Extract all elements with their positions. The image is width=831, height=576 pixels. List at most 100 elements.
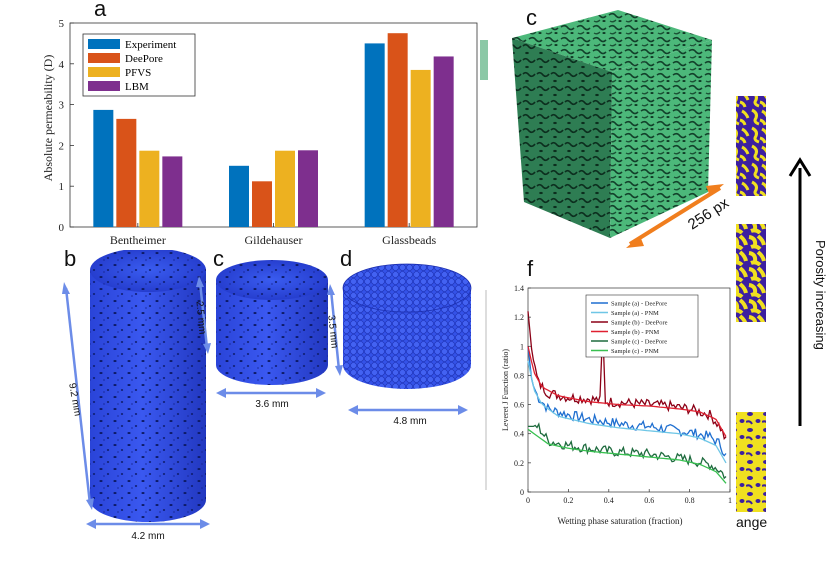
line-ytick-label: 0.2 [514, 459, 524, 468]
bar-experiment-glassbeads [364, 43, 385, 228]
bar-deepore-gildehauser [252, 181, 272, 227]
line-series-5 [527, 428, 727, 484]
bar-lbm-bentheimer [162, 156, 183, 227]
legend-label-experiment: Experiment [125, 39, 176, 51]
line-legend-label: Sample (b) - DeePore [611, 320, 668, 327]
arrowhead [348, 405, 358, 415]
dim-arrow-b-height [64, 287, 92, 505]
permeability-bar-chart: 0 1 2 3 4 5 Bentheimer Gildehauser Glassbeads A… [41, 18, 478, 247]
line-plot-frame [527, 287, 731, 493]
line-ytick-label: 1 [520, 342, 524, 351]
arrowhead [86, 519, 96, 529]
arrowhead [626, 236, 644, 248]
bar-experiment-bentheimer [93, 109, 114, 227]
legend-label-pfvs: PFVS [125, 67, 151, 79]
panel-label-a: a [94, 0, 107, 21]
line-xtick-label: 0 [526, 496, 530, 505]
bar-ylabel: Absolute permeability (D) [41, 55, 55, 182]
sample-c-cylinder [216, 260, 328, 385]
bar-ytick-label: 5 [59, 18, 65, 30]
line-xtick-label: 0.4 [604, 496, 614, 505]
arrowhead [327, 284, 335, 295]
bar-ytick-label: 0 [59, 222, 65, 234]
bar-deepore-bentheimer [116, 118, 137, 227]
porosity-slices [736, 96, 766, 512]
panel-label-d: d [340, 246, 353, 271]
sample-b-cylinder [90, 250, 206, 522]
bar-pfvs-gildehauser [275, 150, 295, 227]
sample-d-cylinder [342, 263, 472, 389]
arrowhead [316, 388, 326, 398]
line-ytick-label: 1.2 [514, 313, 524, 322]
slice-high-porosity [736, 412, 766, 512]
dim-arrow-c-height [198, 281, 209, 349]
line-xtick-label: 0.2 [563, 496, 573, 505]
line-legend-label: Sample (b) - PNM [611, 329, 659, 336]
line-ytick-label: 1.4 [514, 284, 524, 293]
line-legend-label: Sample (c) - PNM [611, 348, 659, 355]
bar-experiment-gildehauser [229, 165, 249, 227]
line-ytick-label: 0.4 [514, 430, 524, 439]
arrowhead [216, 388, 226, 398]
slice-mid-porosity [736, 224, 766, 322]
line-xtick-label: 0.8 [685, 496, 695, 505]
cube-right-face [610, 40, 712, 238]
legend-swatch-lbm [88, 81, 120, 91]
bar-ytick-label: 1 [59, 181, 65, 193]
line-ylabel: Leveret J Function (ratio) [501, 349, 510, 431]
bar-ytick-label: 3 [59, 100, 65, 112]
line-xtick-label: 0.6 [644, 496, 654, 505]
bar-category-label: Bentheimer [110, 233, 166, 247]
legend-swatch-deepore [88, 53, 120, 63]
cube-size-label: 256 px [685, 194, 732, 233]
arrowhead [62, 282, 70, 294]
line-series-3 [527, 346, 727, 437]
dim-arrow-d-height [329, 289, 341, 371]
arrowhead [706, 184, 724, 196]
arrowhead [200, 519, 210, 529]
bar-lbm-glassbeads [433, 56, 454, 228]
panel-label-b: b [64, 246, 77, 271]
bar-category-label: Gildehauser [245, 233, 303, 247]
legend-swatch-pfvs [88, 67, 120, 77]
cube-dim-arrow [628, 186, 722, 246]
porous-cube: 256 px [480, 10, 732, 248]
bar-pfvs-glassbeads [410, 69, 431, 227]
range-text-fragment: ange [736, 514, 768, 530]
cylinder-samples: 9.2 mm 4.2 mm 2.5 mm 3.6 mm 3.5 mm 4.8 m… [62, 250, 487, 542]
line-legend-label: Sample (a) - DeePore [611, 301, 667, 308]
porosity-arrowhead [788, 157, 812, 177]
line-xtick-label: 1 [728, 496, 732, 505]
slice-low-porosity [736, 96, 766, 196]
panel-label-c-sample: c [213, 246, 224, 271]
bar-deepore-glassbeads [387, 33, 408, 228]
legend-label-deepore: DeePore [125, 53, 163, 65]
line-legend-label: Sample (c) - DeePore [611, 339, 667, 346]
bar-ytick-label: 4 [59, 59, 65, 71]
line-legend-label: Sample (a) - PNM [611, 310, 659, 317]
line-ytick-label: 0 [520, 488, 524, 497]
line-ytick-label: 0.6 [514, 401, 524, 410]
dimension-arrows [62, 276, 468, 529]
arrowhead [458, 405, 468, 415]
bar-pfvs-bentheimer [139, 150, 160, 227]
arrowhead [203, 343, 211, 354]
arrowhead [335, 365, 343, 376]
bar-legend: Experiment DeePore PFVS LBM [82, 33, 196, 97]
line-xlabel: Wetting phase saturation (fraction) [558, 516, 683, 526]
dim-label-d-height: 3.5 mm [325, 315, 339, 349]
bar-category-label: Glassbeads [382, 233, 436, 247]
dim-label-b-width: 4.2 mm [131, 531, 164, 542]
porosity-arrow: Porosity increasing [788, 157, 828, 426]
legend-swatch-experiment [88, 39, 120, 49]
arrowhead [196, 276, 204, 287]
dim-label-d-width: 4.8 mm [393, 416, 426, 427]
line-ytick-label: 0.8 [514, 371, 524, 380]
line-series-0 [527, 346, 727, 457]
cube-left-face [512, 38, 612, 238]
arrowhead [86, 498, 94, 510]
panel-label-f: f [527, 256, 534, 281]
bar-ytick-label: 2 [59, 140, 65, 152]
leverett-j-line-chart: 0 0.2 0.4 0.6 0.8 1 1.2 1.4 0 0.2 0.4 0.6 0.8 1 Lever… [501, 284, 732, 526]
line-series-2 [527, 311, 727, 441]
